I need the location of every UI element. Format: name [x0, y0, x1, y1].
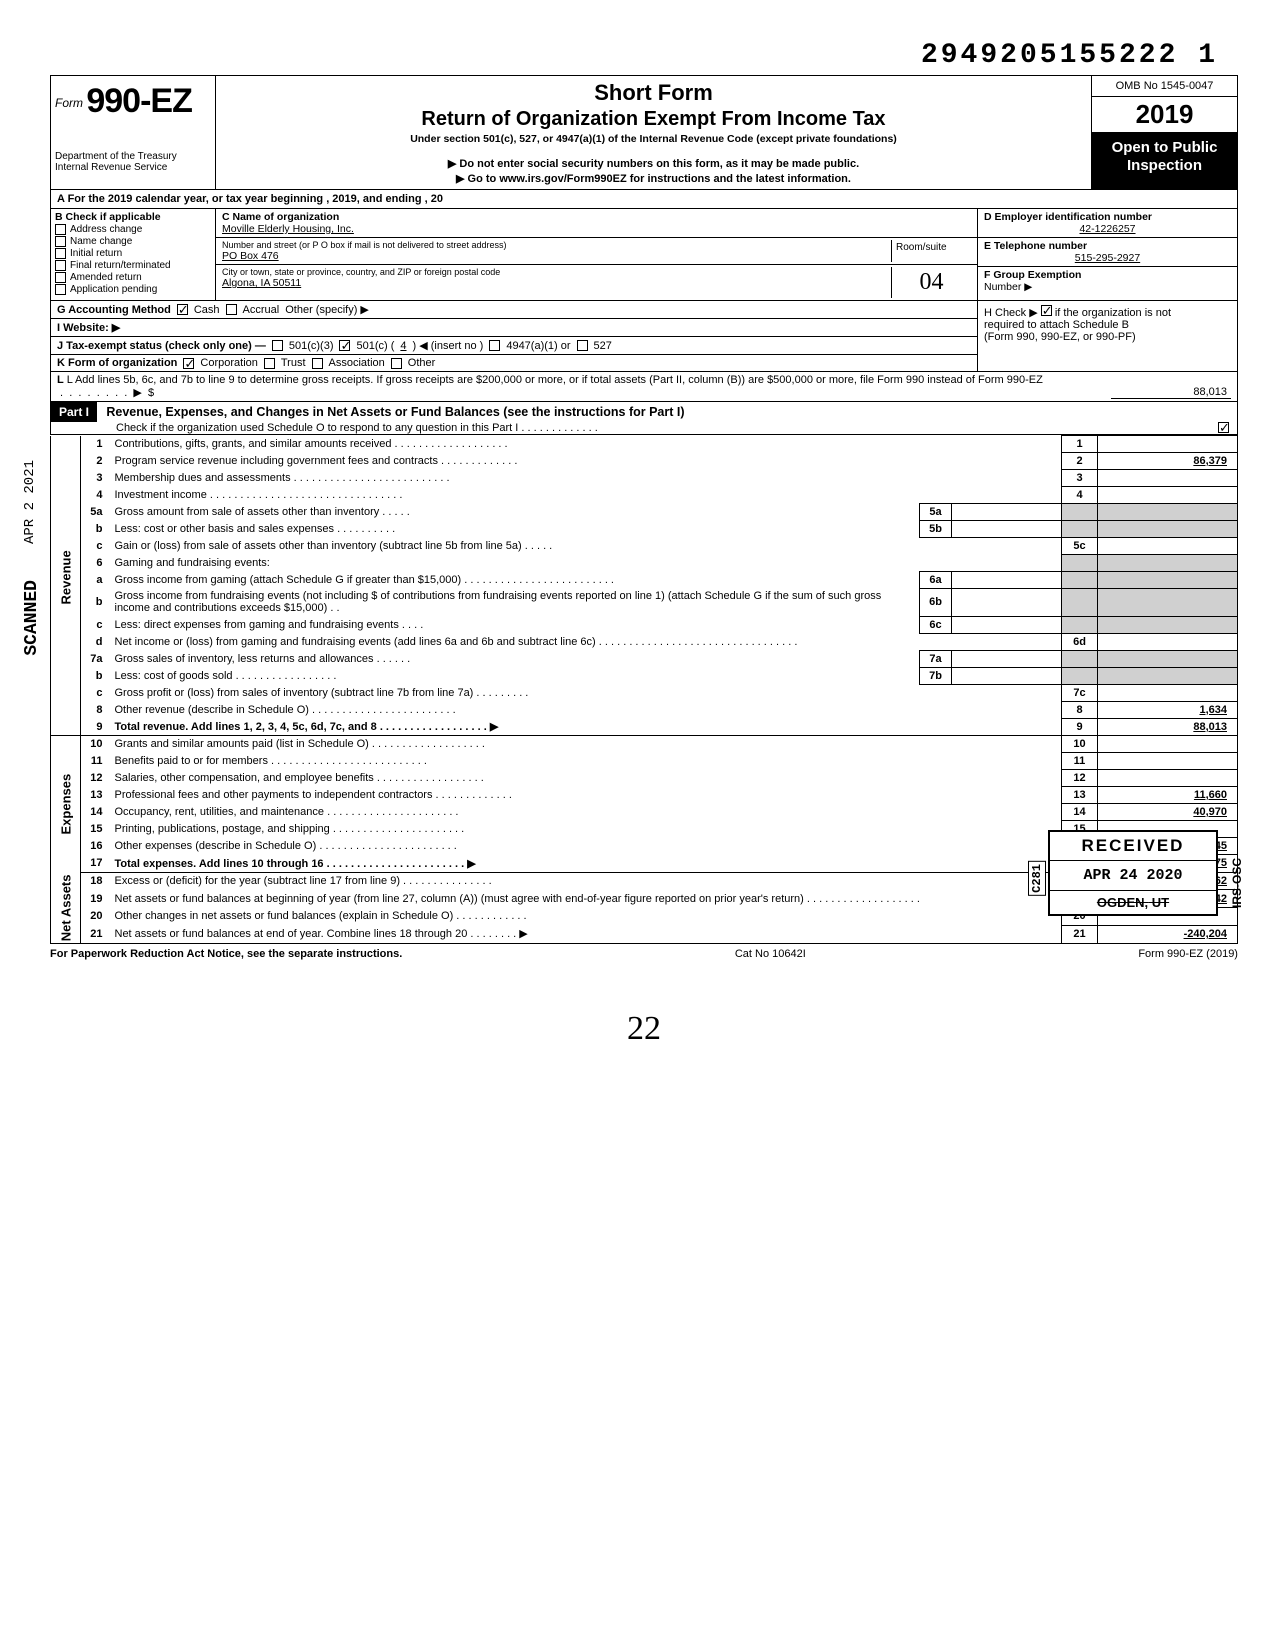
g-other-label: Other (specify) ▶ — [285, 303, 369, 316]
part1-subtitle: Check if the organization used Schedule … — [116, 422, 598, 434]
footer: For Paperwork Reduction Act Notice, see … — [50, 948, 1238, 960]
room-suite-label: Room/suite — [896, 242, 967, 253]
l-amount: 88,013 — [1111, 386, 1231, 399]
c-label: C Name of organization — [222, 211, 971, 223]
h-text-4: (Form 990, 990-EZ, or 990-PF) — [984, 331, 1136, 343]
street-value: PO Box 476 — [222, 250, 891, 262]
page-number: 22 — [50, 1010, 1238, 1048]
i-website-label: I Website: ▶ — [57, 321, 120, 334]
apr-date-stamp: APR 2 2021 — [22, 460, 38, 544]
city-label: City or town, state or province, country… — [222, 267, 891, 277]
part1-title: Revenue, Expenses, and Changes in Net As… — [100, 402, 690, 422]
under-section: Under section 501(c), 527, or 4947(a)(1)… — [224, 133, 1083, 145]
h-text-1: H Check ▶ — [984, 307, 1038, 319]
chk-501c3[interactable] — [272, 340, 283, 351]
chk-cash[interactable] — [177, 304, 188, 315]
f-label: F Group Exemption — [984, 269, 1081, 281]
return-title: Return of Organization Exempt From Incom… — [224, 108, 1083, 131]
line13-value: 11,660 — [1098, 787, 1238, 804]
chk-h-no-schedule-b[interactable] — [1041, 305, 1052, 316]
h-text-3: required to attach Schedule B — [984, 319, 1129, 331]
document-id-number: 2949205155222 1 — [50, 40, 1238, 71]
stamp-date: APR 24 2020 — [1083, 867, 1182, 884]
chk-527[interactable] — [577, 340, 588, 351]
footer-right: Form 990-EZ (2019) — [1138, 948, 1238, 960]
dept-treasury-1: Department of the Treasury — [55, 151, 211, 162]
chk-address-change[interactable] — [55, 224, 66, 235]
stamp-ogden: OGDEN, — [1097, 895, 1148, 910]
stamp-c281: C281 — [1028, 861, 1046, 896]
j-insert-no: 4 — [400, 340, 406, 352]
row-l: L L Add lines 5b, 6c, and 7b to line 9 t… — [50, 372, 1238, 402]
ssn-warning: ▶ Do not enter social security numbers o… — [224, 157, 1083, 170]
side-label-expenses: Expenses — [51, 736, 81, 873]
f-label-2: Number ▶ — [984, 281, 1032, 293]
goto-url: ▶ Go to www.irs.gov/Form990EZ for instru… — [224, 172, 1083, 185]
e-label: E Telephone number — [984, 240, 1231, 252]
l-text: L Add lines 5b, 6c, and 7b to line 9 to … — [67, 374, 1043, 386]
chk-accrual[interactable] — [226, 304, 237, 315]
chk-initial-return[interactable] — [55, 248, 66, 259]
d-label: D Employer identification number — [984, 211, 1231, 223]
chk-501c[interactable] — [339, 340, 350, 351]
open-public-badge: Open to PublicInspection — [1092, 133, 1237, 189]
line9-value: 88,013 — [1098, 718, 1238, 736]
stamp-received: RECEIVED — [1050, 832, 1216, 861]
footer-mid: Cat No 10642I — [735, 948, 806, 960]
b-header: B Check if applicable — [55, 211, 211, 223]
line21-value: -240,204 — [1098, 925, 1238, 943]
ein-value: 42-1226257 — [984, 223, 1231, 235]
g-label: G Accounting Method — [57, 304, 171, 316]
irs-osc-label: IRS-OSC — [1230, 858, 1244, 908]
scanned-stamp: SCANNED — [22, 580, 42, 656]
city-value: Algona, IA 50511 — [222, 277, 891, 289]
received-stamp: RECEIVED C281 APR 24 2020 OGDEN, UT — [1048, 830, 1218, 916]
dept-treasury-2: Internal Revenue Service — [55, 162, 211, 173]
side-label-revenue: Revenue — [51, 436, 81, 719]
chk-amended-return[interactable] — [55, 272, 66, 283]
line14-value: 40,970 — [1098, 804, 1238, 821]
line2-value: 86,379 — [1098, 453, 1238, 470]
chk-name-change[interactable] — [55, 236, 66, 247]
org-name: Moville Elderly Housing, Inc. — [222, 223, 971, 235]
footer-left: For Paperwork Reduction Act Notice, see … — [50, 948, 402, 960]
chk-schedule-o-used[interactable] — [1218, 422, 1229, 433]
k-label: K Form of organization — [57, 357, 177, 369]
side-label-netassets: Net Assets — [51, 872, 81, 943]
row-a-tax-year: A For the 2019 calendar year, or tax yea… — [50, 190, 1238, 209]
chk-association[interactable] — [312, 358, 323, 369]
form-prefix: Form — [55, 96, 83, 110]
short-form-title: Short Form — [224, 80, 1083, 106]
room-suite-value: 04 — [891, 267, 971, 298]
part1-label: Part I — [51, 402, 97, 422]
street-label: Number and street (or P O box if mail is… — [222, 240, 891, 250]
chk-application-pending[interactable] — [55, 284, 66, 295]
rows-g-to-k: G Accounting Method Cash Accrual Other (… — [50, 301, 1238, 372]
chk-trust[interactable] — [264, 358, 275, 369]
j-label: J Tax-exempt status (check only one) — — [57, 340, 266, 352]
chk-corporation[interactable] — [183, 358, 194, 369]
info-grid: B Check if applicable Address change Nam… — [50, 209, 1238, 301]
chk-4947[interactable] — [489, 340, 500, 351]
form-number: 990-EZ — [86, 82, 192, 120]
chk-final-return[interactable] — [55, 260, 66, 271]
h-text-2: if the organization is not — [1055, 307, 1171, 319]
form-header: Form 990-EZ Department of the Treasury I… — [50, 75, 1238, 190]
line8-value: 1,634 — [1098, 701, 1238, 718]
omb-number: OMB No 1545-0047 — [1092, 76, 1237, 97]
tax-year: 2019 — [1092, 97, 1237, 133]
phone-value: 515-295-2927 — [984, 252, 1231, 264]
chk-other-org[interactable] — [391, 358, 402, 369]
part1-header-row: Part I Revenue, Expenses, and Changes in… — [50, 402, 1238, 435]
